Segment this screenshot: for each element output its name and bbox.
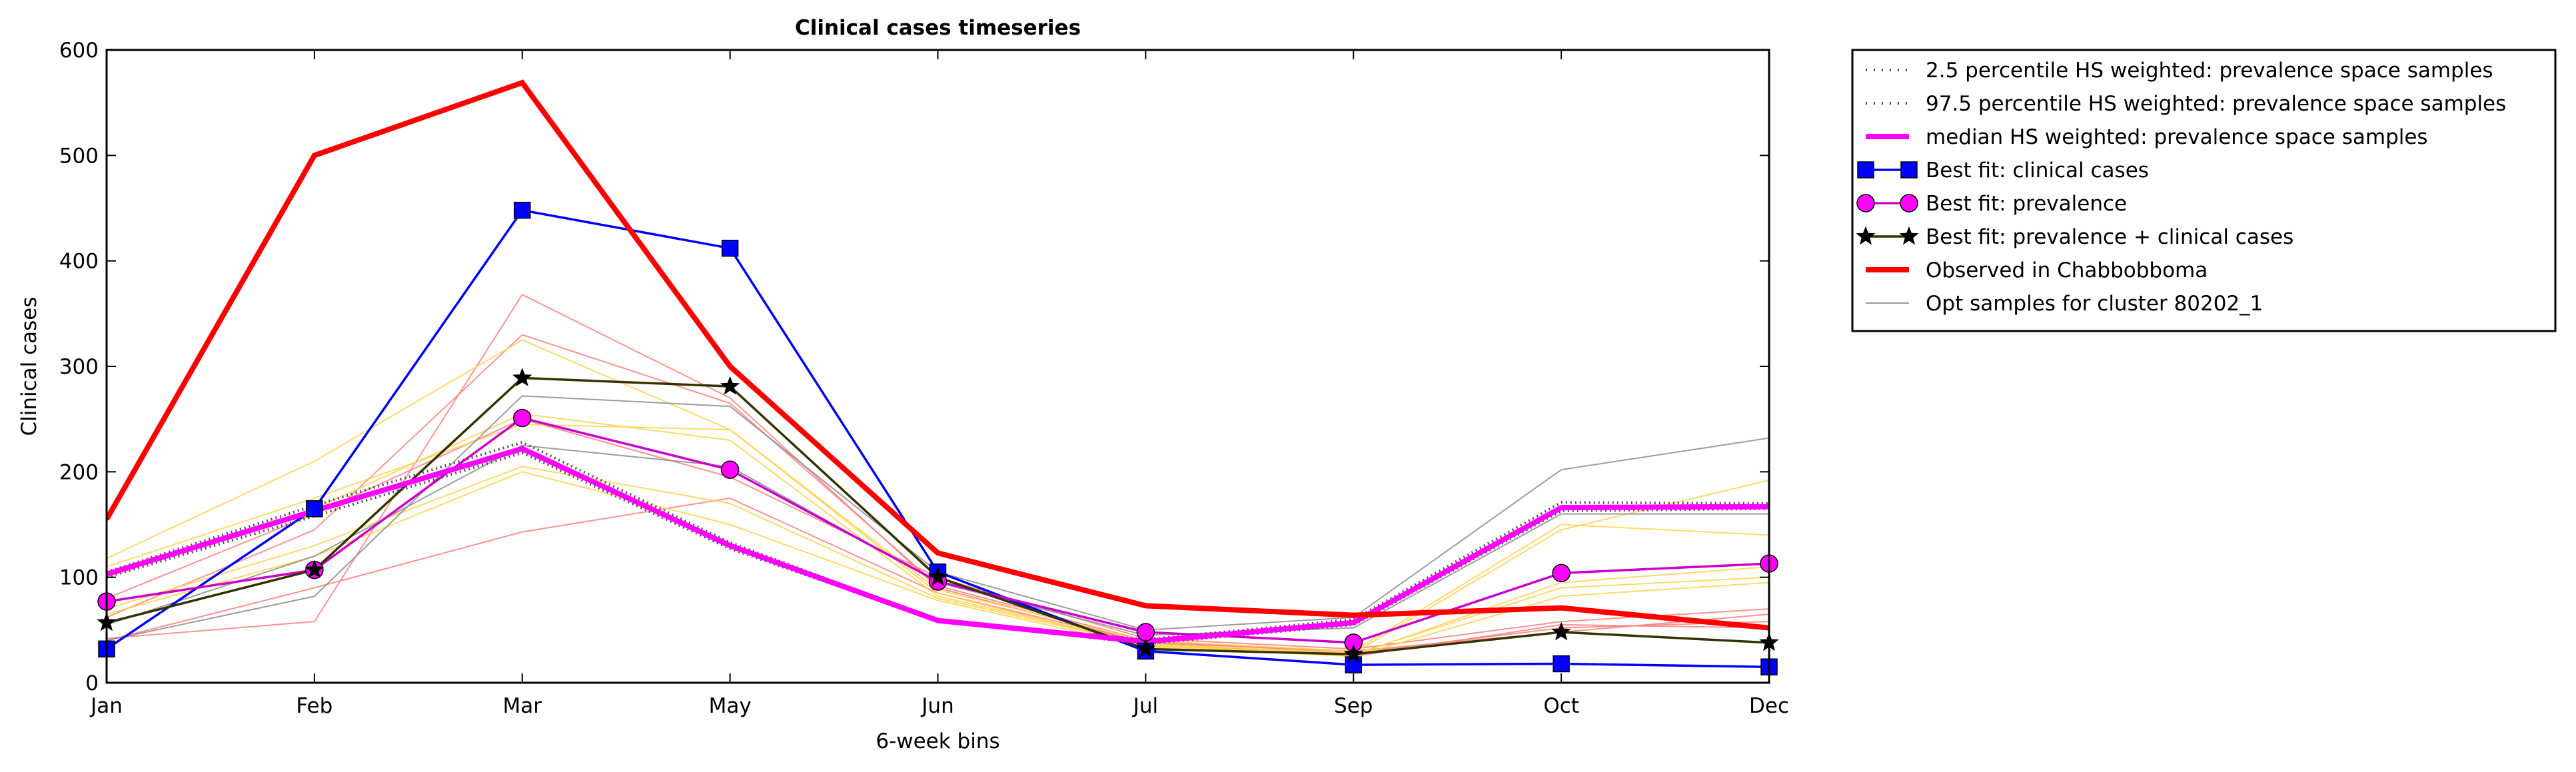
series-4-point-5 [1136, 623, 1155, 641]
y-tick-label: 500 [59, 144, 99, 168]
series-line-6 [107, 79, 1769, 631]
legend-label: Best fit: prevalence [1926, 192, 2127, 216]
series-5-point-4 [928, 567, 948, 586]
series-3-point-7 [1553, 655, 1570, 673]
x-tick-label: Jun [920, 694, 954, 718]
x-tick-label: Mar [503, 694, 542, 718]
plot-area: 0 100 200 300 400 500 600 Jan Feb Mar May Jun Jul Sep… [59, 39, 1789, 718]
legend-entry-7: Opt samples for cluster 80202_1 [1866, 292, 2263, 316]
x-tick-label: Jul [1132, 694, 1158, 718]
y-tick-label: 200 [59, 460, 99, 484]
y-tick-label: 400 [59, 250, 99, 274]
legend-entry-6: Observed in Chabbobboma [1866, 258, 2208, 282]
y-axis-label: Clinical cases [17, 296, 41, 436]
y-tick-label: 300 [59, 355, 99, 379]
series-5-point-6 [1343, 643, 1363, 663]
y-tick-label: 600 [59, 39, 99, 63]
legend-label: median HS weighted: prevalence space sam… [1926, 125, 2428, 149]
series-5-point-3 [720, 376, 740, 395]
series-markers [97, 201, 1779, 675]
sample-line-7 [107, 413, 1769, 654]
series-line-2 [107, 446, 1769, 645]
legend-marker [1900, 194, 1918, 212]
legend-box [1851, 49, 2557, 332]
legend-marker [1856, 194, 1875, 212]
legend-label: 2.5 percentile HS weighted: prevalence s… [1926, 59, 2493, 83]
legend-label: Opt samples for cluster 80202_1 [1926, 292, 2263, 316]
x-axis-label: 6-week bins [876, 729, 999, 753]
legend-label: Best fit: prevalence + clinical cases [1926, 225, 2293, 249]
legend-label: Observed in Chabbobboma [1926, 258, 2208, 282]
legend-entry-3: Best fit: clinical cases [1857, 159, 2149, 183]
legend-entry-5: Best fit: prevalence + clinical cases [1856, 225, 2293, 249]
legend-entry-4: Best fit: prevalence [1856, 192, 2127, 216]
series-3-point-2 [514, 201, 531, 219]
x-tick-label: May [709, 694, 752, 718]
legend-marker [1900, 161, 1918, 179]
sample-line-8 [107, 471, 1769, 657]
y-tick-label: 0 [85, 671, 99, 695]
legend-marker [1856, 226, 1876, 245]
legend-marker [1857, 161, 1874, 179]
series-3-point-1 [306, 500, 323, 518]
legend: 2.5 percentile HS weighted: prevalence s… [1851, 49, 2557, 332]
y-tick-label: 100 [59, 566, 99, 590]
series-4-point-7 [1552, 564, 1571, 583]
legend-entry-2: median HS weighted: prevalence space sam… [1866, 125, 2428, 149]
series-line-1 [107, 440, 1769, 641]
x-tick-label: Oct [1543, 694, 1579, 718]
x-tick-label: Jan [89, 694, 123, 718]
legend-label: 97.5 percentile HS weighted: prevalence … [1926, 92, 2506, 116]
legend-label: Best fit: clinical cases [1926, 159, 2149, 183]
series-3-point-6 [1345, 656, 1362, 673]
legend-entry-0: 2.5 percentile HS weighted: prevalence s… [1866, 59, 2493, 83]
chart-title: Clinical cases timeseries [795, 16, 1081, 40]
axis-ticks: 0 100 200 300 400 500 600 Jan Feb Mar May Jun Jul Sep… [59, 39, 1789, 718]
series-5-point-1 [305, 560, 324, 579]
series-4-point-2 [513, 408, 532, 428]
series-5-point-5 [1135, 638, 1156, 657]
series-3-point-3 [721, 239, 739, 257]
legend-entry-1: 97.5 percentile HS weighted: prevalence … [1866, 92, 2506, 116]
series-5-point-2 [512, 368, 532, 386]
x-tick-label: Feb [296, 694, 332, 718]
series-4-point-3 [720, 460, 740, 479]
series-5-point-7 [1551, 621, 1571, 641]
x-tick-label: Dec [1749, 694, 1789, 718]
legend-marker [1899, 226, 1919, 245]
x-tick-label: Sep [1334, 694, 1373, 718]
